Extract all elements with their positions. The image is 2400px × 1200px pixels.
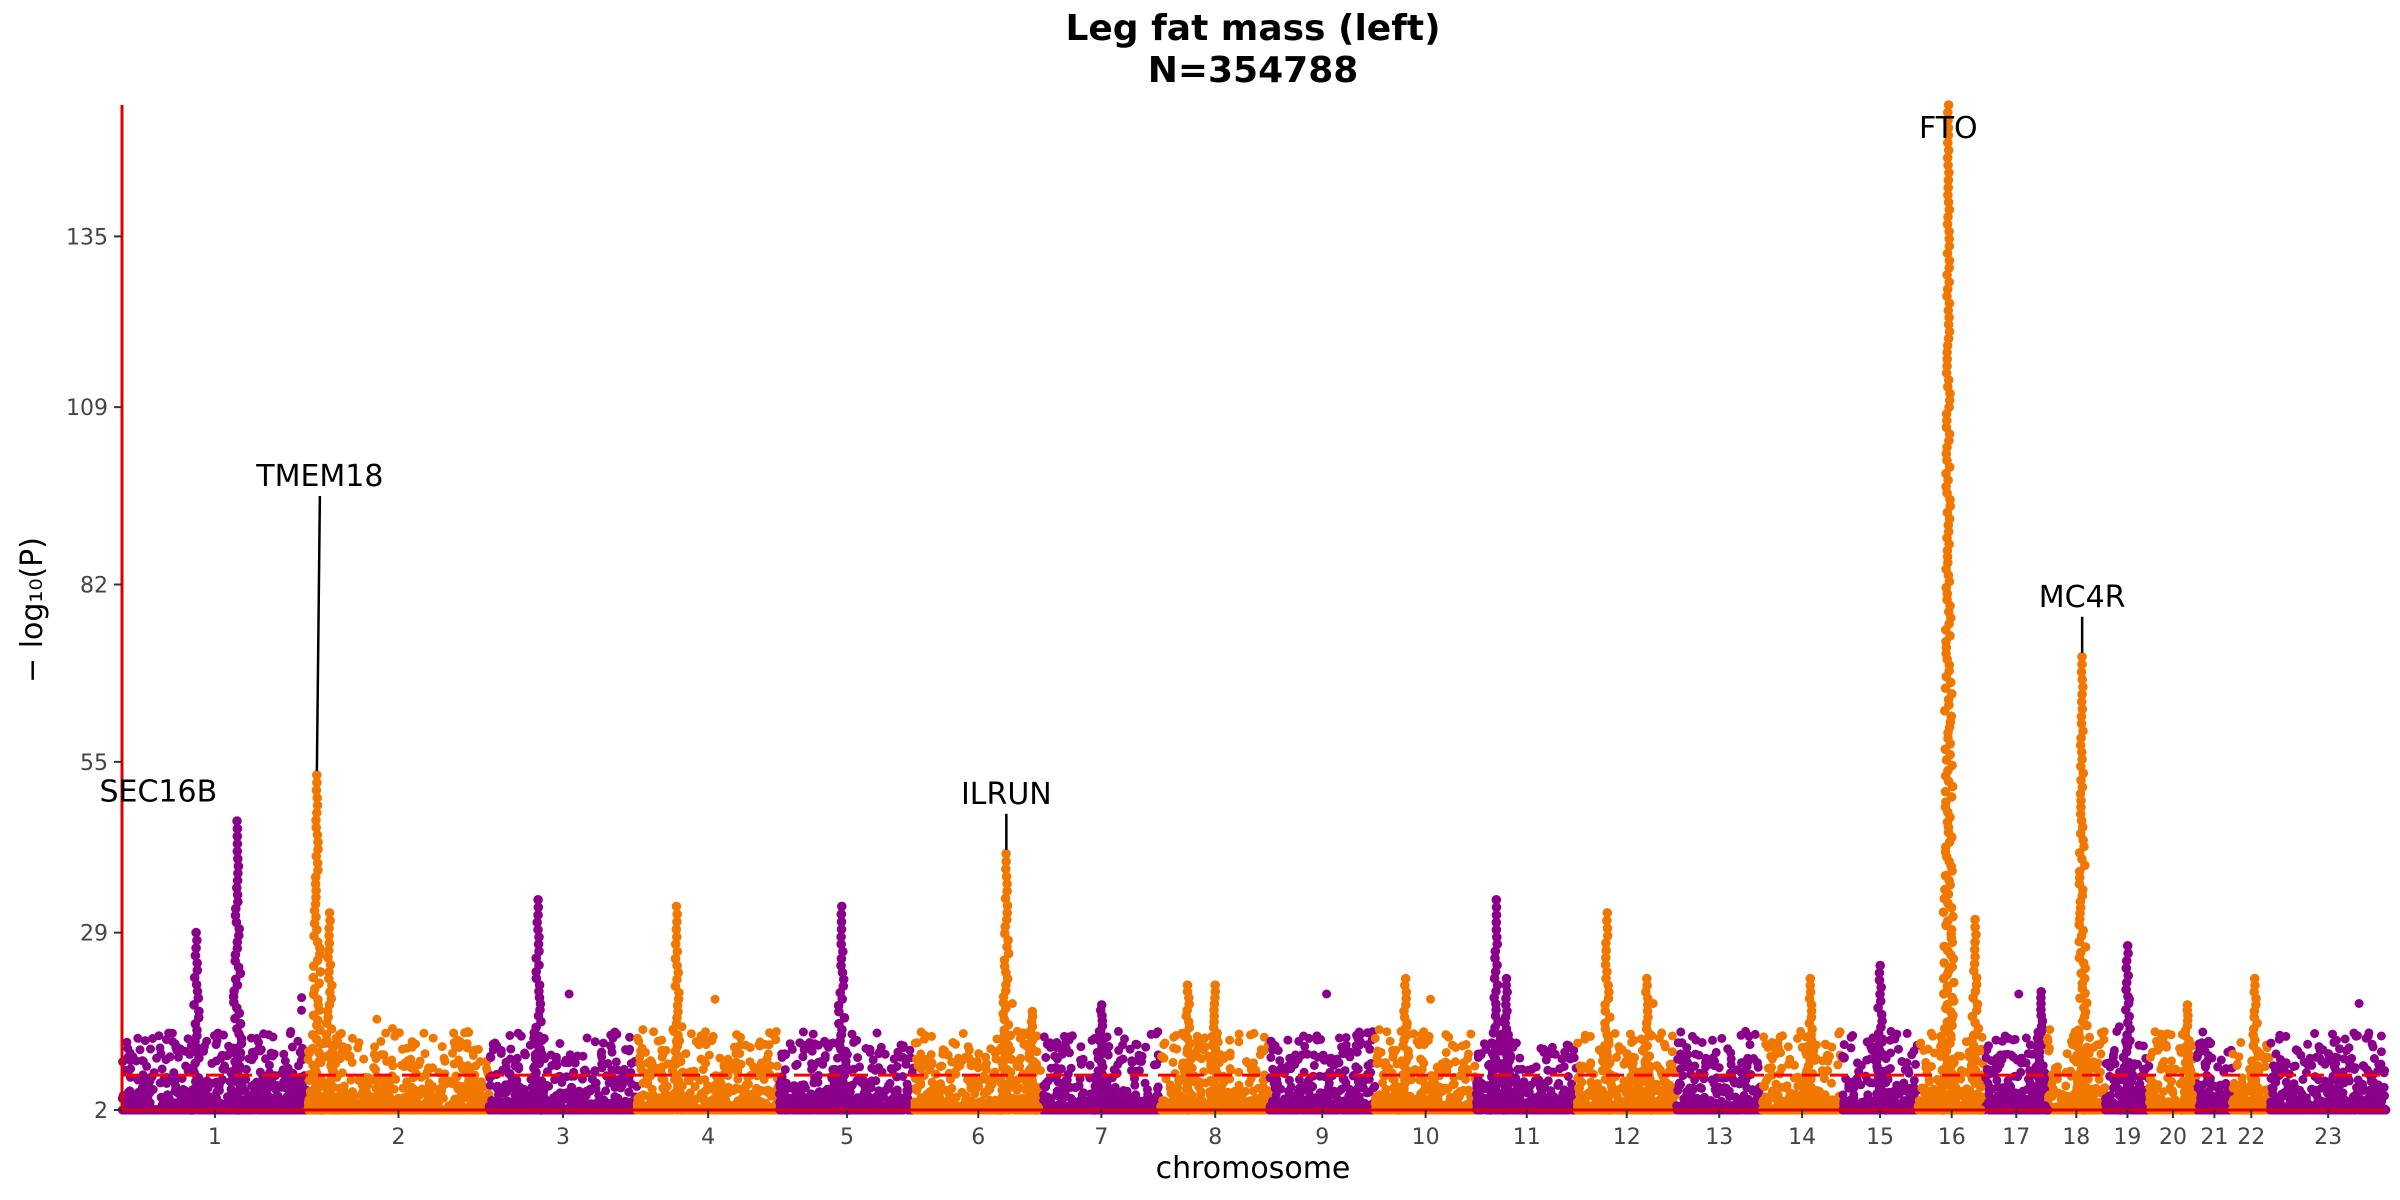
peak-chr2-3	[319, 908, 341, 1115]
x-tick-label-chr12: 12	[1613, 1125, 1641, 1150]
peak-chr15-18	[1871, 960, 1892, 1115]
peak-chr12-15	[1595, 908, 1618, 1115]
y-axis-label: − log₁₀(P)	[15, 537, 50, 683]
x-tick-label-chr5: 5	[840, 1125, 854, 1150]
data-points	[117, 100, 2391, 1115]
peak-chr5-6	[831, 901, 854, 1115]
x-tick-label-chr15: 15	[1866, 1125, 1894, 1150]
peak-chr6-7	[995, 849, 1019, 1115]
x-tick-label-chr21: 21	[2200, 1125, 2228, 1150]
chart-title: Leg fat mass (left)	[1065, 8, 1440, 49]
x-tick-label-chr19: 19	[2113, 1125, 2141, 1150]
x-tick-label-chr4: 4	[701, 1125, 715, 1150]
x-tick-label-chr22: 22	[2237, 1125, 2265, 1150]
peak-chr2-2	[305, 770, 327, 1115]
peak-chr3-4	[526, 895, 549, 1115]
x-tick-label-chr20: 20	[2159, 1125, 2187, 1150]
x-tick-label-chr14: 14	[1788, 1125, 1816, 1150]
x-tick-label-chr23: 23	[2314, 1125, 2342, 1150]
x-tick-label-chr16: 16	[1938, 1125, 1966, 1150]
peak-chr20-24	[2175, 1000, 2197, 1115]
x-tick-label-chr3: 3	[556, 1125, 570, 1150]
x-tick-label-chr18: 18	[2062, 1125, 2090, 1150]
gene-label-fto: FTO	[1919, 111, 1978, 146]
gene-label-mc4r: MC4R	[2039, 580, 2126, 615]
gene-label-tmem18: TMEM18	[255, 459, 383, 494]
gene-annotations: SEC16B TMEM18 ILRUN FTO MC4R	[99, 111, 2126, 850]
x-tick-label-chr17: 17	[2002, 1125, 2030, 1150]
peak-chr6-8	[1020, 1006, 1044, 1115]
peak-chr16-19	[1936, 100, 1961, 1115]
peak-chr11-13	[1485, 895, 1508, 1115]
peak-chr19-23	[2115, 941, 2138, 1115]
peak-chr11-14	[1497, 973, 1518, 1115]
peak-chr16-20	[1964, 914, 1986, 1115]
gene-label-ilrun: ILRUN	[961, 777, 1052, 812]
x-tick-label-chr7: 7	[1094, 1125, 1108, 1150]
x-tick-label-chr13: 13	[1705, 1125, 1733, 1150]
x-tick-label-chr9: 9	[1315, 1125, 1329, 1150]
x-tick-label-chr1: 1	[208, 1125, 222, 1150]
y-tick-label: 29	[80, 922, 108, 947]
x-tick-label-chr8: 8	[1208, 1125, 1222, 1150]
chart-subtitle: N=354788	[1148, 50, 1359, 91]
peak-chr7-9	[1089, 1000, 1114, 1115]
y-tick-label: 55	[80, 751, 108, 776]
peak-chr4-5	[664, 901, 689, 1115]
x-tick-label-chr11: 11	[1513, 1125, 1541, 1150]
peak-chr8-11	[1204, 980, 1228, 1115]
x-tick-label-chr2: 2	[391, 1125, 405, 1150]
y-tick-label: 2	[94, 1099, 108, 1124]
y-tick-label: 82	[80, 574, 108, 599]
x-axis-label: chromosome	[1156, 1151, 1351, 1186]
peak-chr10-12	[1394, 973, 1415, 1115]
x-tick-label-chr10: 10	[1412, 1125, 1440, 1150]
gene-label-sec16b: SEC16B	[99, 774, 217, 809]
peak-chr18-22	[2071, 652, 2094, 1115]
annotation-leader-tmem18	[315, 495, 322, 772]
y-tick-label: 135	[66, 225, 108, 250]
x-tick-label-chr6: 6	[971, 1125, 985, 1150]
y-tick-label: 109	[66, 396, 108, 421]
peak-chr1-1	[226, 816, 250, 1115]
peak-chr14-17	[1798, 973, 1820, 1115]
